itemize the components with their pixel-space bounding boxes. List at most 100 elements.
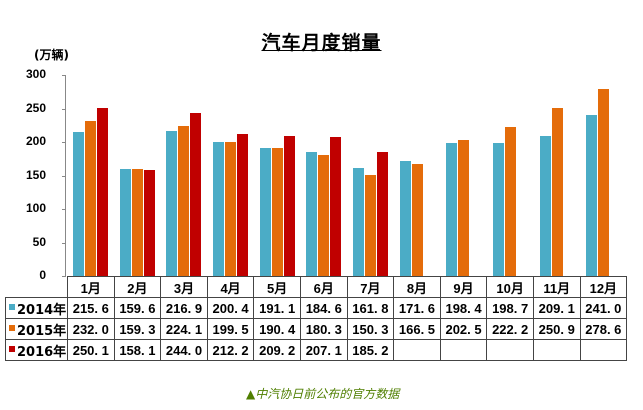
bar [399,161,411,276]
y-tick-label: 300 [25,67,46,81]
month-header: 8月 [393,276,441,298]
legend-swatch-icon [9,303,15,310]
table-cell: 207. 1 [299,339,348,361]
month-header: 9月 [439,276,488,298]
bar [306,152,318,276]
y-tick-mark [62,142,66,143]
y-tick-mark [62,75,66,76]
table-cell: 209. 1 [532,297,581,319]
y-tick-mark [62,108,66,110]
table-cell: 150. 3 [346,318,395,340]
y-tick-label: 200 [25,134,46,148]
table-cell: 171. 6 [393,297,441,319]
bar [598,89,610,276]
bar [551,107,563,276]
y-axis-unit-label: (万辆) [34,48,69,62]
y-tick-mark [62,209,66,210]
table-cell: 166. 5 [393,318,441,340]
table-cell: 241. 0 [579,297,628,319]
bar [224,142,236,276]
bar [504,127,516,276]
table-cell [486,339,534,361]
table-cell: 159. 3 [113,318,162,340]
plot-area [66,75,626,276]
table-cell: 212. 2 [206,339,255,361]
table-corner [6,277,68,298]
series-legend-label: 2015年 [5,318,68,340]
table-cell: 232. 0 [67,318,115,340]
bar [539,135,551,276]
month-header: 4月 [206,276,255,298]
table-cell: 200. 4 [206,297,255,319]
table-cell [439,339,488,361]
legend-swatch-icon [9,345,15,352]
y-tick-label: 0 [39,268,46,282]
bar [212,141,224,276]
bar [364,175,376,276]
bar [411,164,423,276]
series-legend-label: 2016年 [5,339,68,361]
month-header: 6月 [299,276,348,298]
y-tick-mark [62,276,66,277]
table-cell: 185. 2 [346,339,395,361]
bar [236,133,248,276]
y-tick-mark [62,242,66,244]
bar [446,143,458,276]
bar [586,114,598,276]
legend-swatch-icon [9,324,15,331]
month-header: 2月 [113,276,162,298]
y-axis-line [65,75,66,276]
month-header: 7月 [346,276,395,298]
month-header: 5月 [253,276,301,298]
table-cell [532,339,581,361]
data-table: 1月 2月 3月 4月 5月 6月 7月 8月 9月 10月 11月 12月 2014年 215. 6 15… [5,276,628,361]
table-cell: 161. 8 [346,297,395,319]
month-header: 11月 [532,276,581,298]
bar [166,130,178,276]
bar [131,169,143,276]
bar [119,169,131,276]
table-cell: 222. 2 [486,318,534,340]
bar [271,148,283,276]
table-cell: 209. 2 [253,339,301,361]
table-cell: 224. 1 [160,318,208,340]
chart-title: 汽车月度销量 [261,32,382,54]
source-annotation: ▲中汽协日前公布的官方数据 [246,387,400,401]
month-header: 12月 [579,276,628,298]
bar [283,135,295,276]
table-cell: 198. 4 [439,297,488,319]
bar [178,125,190,276]
table-cell: 199. 5 [206,318,255,340]
table-cell: 216. 9 [160,297,208,319]
y-tick-label: 250 [25,100,46,115]
table-cell: 180. 3 [299,318,348,340]
bar [96,108,108,276]
bar [352,167,364,276]
table-cell: 250. 1 [67,339,115,361]
table-row: 2015年 232. 0 159. 3 224. 1 199. 5 190. 4 180. … [5,318,628,340]
bar [190,112,202,276]
y-tick-label: 100 [25,201,46,215]
table-cell: 250. 9 [532,318,581,340]
table-cell: 215. 6 [67,297,115,319]
month-header: 3月 [160,276,208,298]
table-cell: 278. 6 [579,318,628,340]
table-cell: 244. 0 [160,339,208,361]
table-cell: 198. 7 [486,297,534,319]
table-cell [579,339,628,361]
y-tick-label: 50 [32,234,46,249]
bar [492,142,504,276]
month-header: 10月 [486,276,534,298]
table-cell: 184. 6 [299,297,348,319]
bar [318,155,330,276]
table-cell [393,339,441,361]
month-header: 1月 [67,276,115,298]
bar [72,131,84,276]
bar [458,140,470,276]
table-cell: 159. 6 [113,297,162,319]
y-tick-mark [62,175,66,177]
table-cell: 202. 5 [439,318,488,340]
bar [376,151,388,276]
table-row: 2016年 250. 1 158. 1 244. 0 212. 2 209. 2 207. … [5,339,628,361]
y-tick-label: 150 [25,167,46,182]
